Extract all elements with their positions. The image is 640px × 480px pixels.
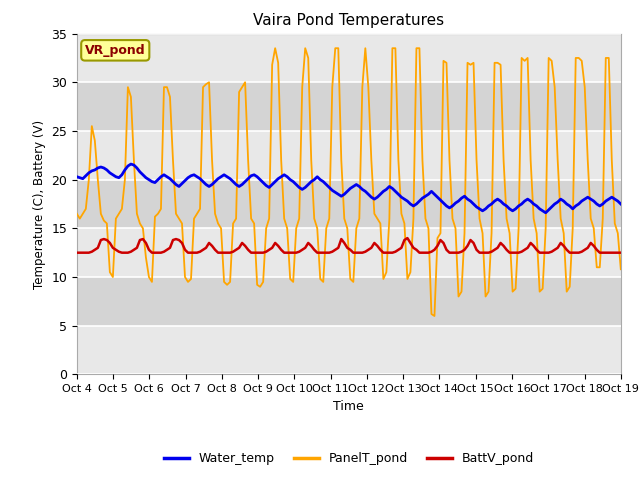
- Bar: [77, 180, 621, 228]
- X-axis label: Time: Time: [333, 400, 364, 413]
- Bar: [77, 82, 621, 131]
- Legend: Water_temp, PanelT_pond, BattV_pond: Water_temp, PanelT_pond, BattV_pond: [159, 447, 539, 470]
- Text: VR_pond: VR_pond: [85, 44, 145, 57]
- Bar: [77, 131, 621, 180]
- Bar: [77, 277, 621, 326]
- Title: Vaira Pond Temperatures: Vaira Pond Temperatures: [253, 13, 444, 28]
- Y-axis label: Temperature (C), Battery (V): Temperature (C), Battery (V): [33, 120, 45, 288]
- Bar: [77, 34, 621, 82]
- Bar: [77, 326, 621, 374]
- Bar: [77, 228, 621, 277]
